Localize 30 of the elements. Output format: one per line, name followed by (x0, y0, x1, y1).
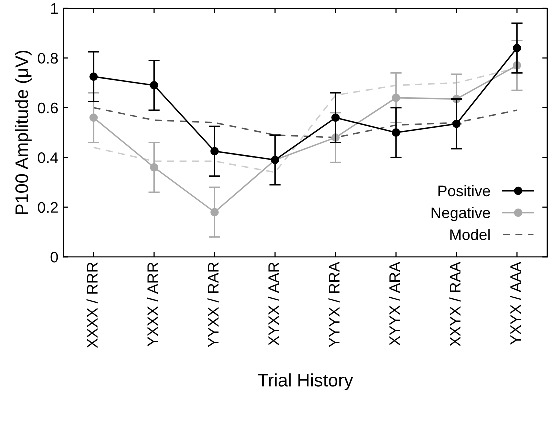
x-tick-label: XXXX / RRR (86, 262, 98, 348)
point (392, 94, 400, 102)
x-axis-title: Trial History (258, 374, 354, 390)
point (392, 128, 400, 137)
y-axis-title: P100 Amplitude (μV) (15, 50, 32, 214)
point (513, 44, 522, 52)
legend-label: Negative (432, 207, 490, 222)
x-tick-label: YYYX / RRA (328, 262, 340, 348)
y-tick-label: 0.6 (38, 102, 58, 114)
point (210, 208, 219, 217)
y-tick-label: 1 (51, 4, 58, 14)
x-tick-label: YXXX / ARR (147, 262, 158, 347)
point (150, 163, 158, 172)
point (150, 81, 158, 90)
point (332, 114, 340, 122)
y-tick-label: 0 (50, 252, 58, 263)
y-tick-label: 0.4 (38, 152, 58, 164)
point (90, 72, 98, 82)
x-tick-label: XXYX / RAA (450, 262, 461, 347)
x-tick-label: XYXX / AAR (268, 262, 280, 346)
y-tick-label: 0.2 (38, 202, 58, 214)
point (452, 120, 461, 128)
point (90, 114, 98, 122)
y-tick-label: 0.8 (38, 53, 58, 64)
legend-label: Model (450, 229, 490, 240)
legend-label: Positive (438, 185, 490, 197)
x-tick-label: YYXX / RAR (208, 262, 219, 348)
x-tick-label: XYYX / ARA (389, 262, 400, 346)
x-tick-label: YXYX / AAA (510, 262, 522, 345)
point (210, 147, 219, 156)
